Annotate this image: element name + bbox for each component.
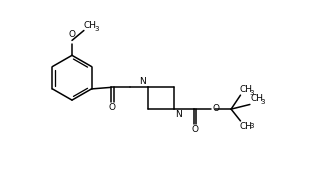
- Text: 3: 3: [250, 123, 254, 129]
- Text: O: O: [109, 103, 116, 112]
- Text: N: N: [175, 110, 182, 119]
- Text: 3: 3: [250, 90, 254, 96]
- Text: 3: 3: [260, 99, 265, 105]
- Text: N: N: [140, 77, 146, 86]
- Text: CH: CH: [250, 94, 264, 103]
- Text: CH: CH: [240, 122, 253, 131]
- Text: CH: CH: [240, 85, 253, 94]
- Text: O: O: [212, 104, 219, 113]
- Text: 3: 3: [94, 26, 99, 32]
- Text: O: O: [191, 125, 198, 134]
- Text: O: O: [69, 30, 75, 39]
- Text: CH: CH: [84, 21, 97, 30]
